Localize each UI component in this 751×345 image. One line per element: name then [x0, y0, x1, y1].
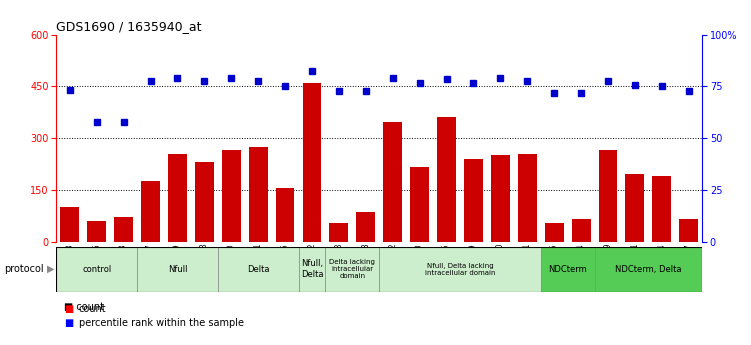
Text: Delta lacking
intracellular
domain: Delta lacking intracellular domain	[330, 259, 376, 279]
Bar	[626, 174, 644, 241]
Text: GDS1690 / 1635940_at: GDS1690 / 1635940_at	[56, 20, 202, 33]
Bar	[330, 223, 348, 242]
Bar	[680, 219, 698, 242]
Bar	[464, 159, 483, 242]
Text: ■: ■	[64, 304, 73, 314]
Bar	[276, 188, 294, 241]
Bar	[218, 247, 298, 292]
Bar	[437, 117, 456, 242]
Bar	[541, 247, 595, 292]
Bar	[303, 83, 321, 242]
Text: control: control	[82, 265, 111, 274]
Bar	[299, 247, 325, 292]
Bar	[599, 150, 617, 241]
Bar	[249, 147, 267, 242]
Text: percentile rank within the sample: percentile rank within the sample	[79, 318, 244, 328]
Text: protocol: protocol	[4, 264, 44, 274]
Bar	[572, 219, 590, 242]
Bar	[357, 212, 376, 241]
Bar	[383, 122, 402, 242]
Text: NDCterm, Delta: NDCterm, Delta	[615, 265, 682, 274]
Bar	[87, 221, 106, 242]
Text: ▶: ▶	[47, 264, 55, 274]
Bar	[595, 247, 702, 292]
Bar	[195, 162, 214, 241]
Bar	[410, 167, 429, 241]
Text: Delta: Delta	[247, 265, 270, 274]
Text: count: count	[79, 304, 107, 314]
Text: ■: ■	[64, 318, 73, 328]
Bar	[653, 176, 671, 242]
Bar	[544, 223, 563, 242]
Bar	[222, 150, 240, 241]
Text: ■ count: ■ count	[64, 302, 104, 312]
Text: NDCterm: NDCterm	[548, 265, 587, 274]
Bar	[141, 181, 160, 241]
Text: Nfull: Nfull	[167, 265, 187, 274]
Bar	[168, 154, 187, 242]
Bar	[491, 155, 510, 242]
Text: Nfull, Delta lacking
intracellular domain: Nfull, Delta lacking intracellular domai…	[425, 263, 495, 276]
Bar	[114, 217, 133, 241]
Bar	[56, 247, 137, 292]
Bar	[325, 247, 379, 292]
Bar	[60, 207, 79, 242]
Bar	[379, 247, 541, 292]
Bar	[137, 247, 218, 292]
Bar	[518, 154, 537, 242]
Text: Nfull,
Delta: Nfull, Delta	[300, 259, 323, 279]
